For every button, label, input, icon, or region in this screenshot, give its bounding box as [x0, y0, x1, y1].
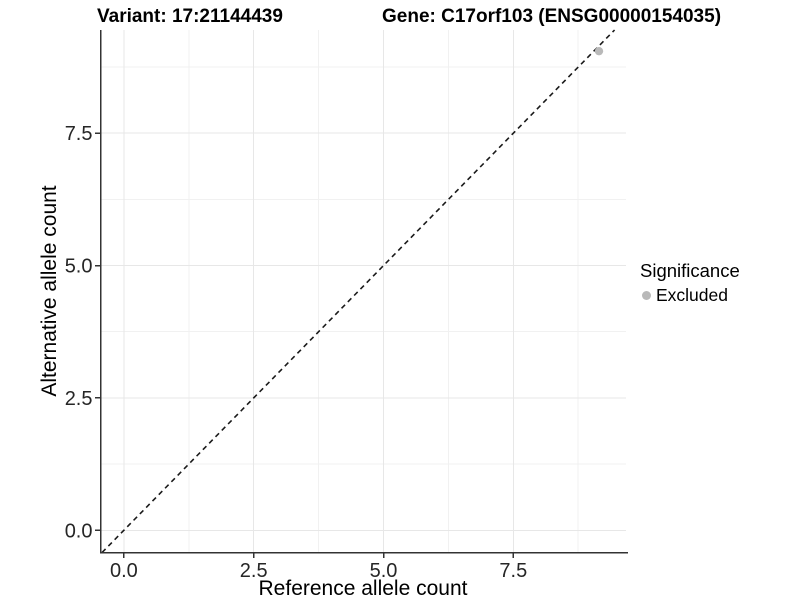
variant-title: Variant: 17:21144439: [97, 6, 283, 27]
x-tick-label: 5.0: [370, 560, 398, 582]
legend: Significance Excluded: [640, 260, 740, 306]
y-tick-label: 5.0: [65, 256, 93, 278]
data-point-excluded: [594, 46, 604, 56]
identity-dashed-line: [101, 29, 616, 554]
legend-title: Significance: [640, 260, 740, 281]
x-tick-label: 7.5: [499, 560, 527, 582]
y-axis-title: Alternative allele count: [38, 185, 61, 397]
excluded-point-icon: [642, 291, 651, 300]
y-tick-label: 7.5: [65, 123, 93, 145]
legend-item-excluded: Excluded: [640, 285, 740, 306]
x-axis-title: Reference allele count: [258, 577, 468, 600]
legend-item-label: Excluded: [656, 285, 728, 305]
y-tick-label: 2.5: [65, 388, 93, 410]
x-tick-label: 2.5: [240, 560, 268, 582]
y-tick-label: 0.0: [65, 520, 93, 542]
gene-title: Gene: C17orf103 (ENSG00000154035): [382, 6, 722, 27]
x-tick-label: 0.0: [110, 560, 138, 582]
